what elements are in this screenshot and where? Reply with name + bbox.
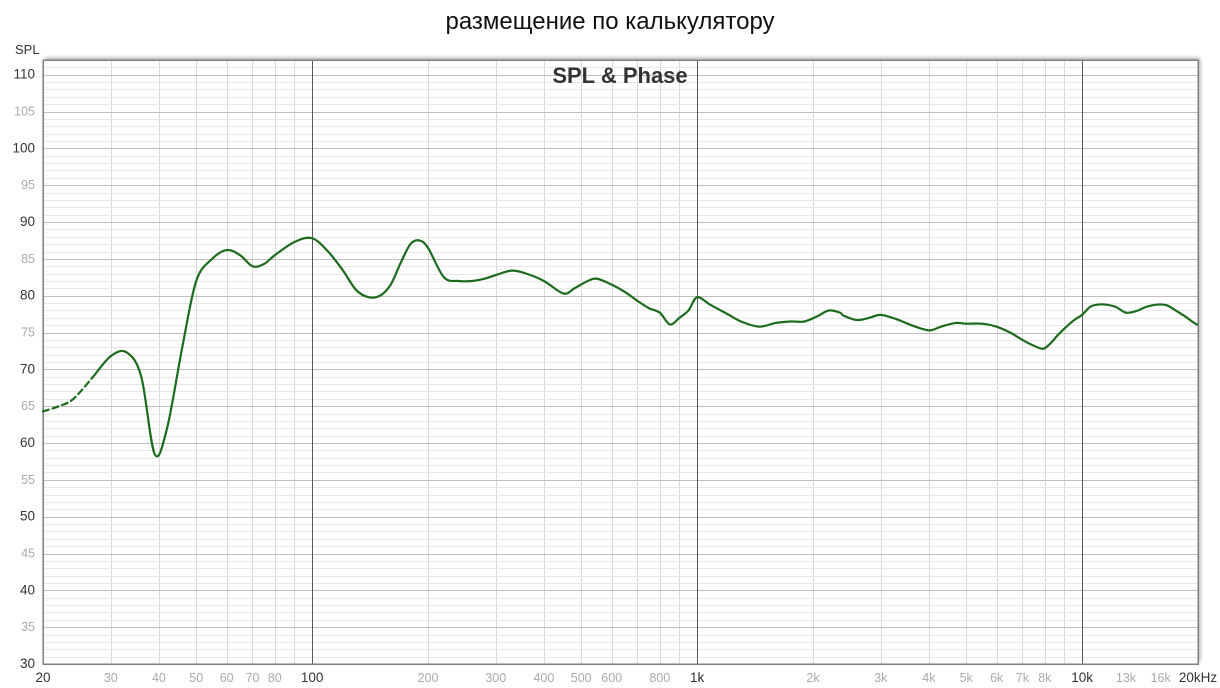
svg-text:800: 800	[649, 671, 670, 685]
svg-text:200: 200	[418, 671, 439, 685]
svg-text:55: 55	[21, 473, 35, 487]
svg-text:90: 90	[20, 214, 35, 229]
svg-text:16k: 16k	[1151, 671, 1172, 685]
svg-text:300: 300	[485, 671, 506, 685]
svg-text:45: 45	[21, 547, 35, 561]
svg-text:2k: 2k	[806, 671, 820, 685]
svg-text:10k: 10k	[1071, 670, 1093, 685]
svg-text:SPL & Phase: SPL & Phase	[552, 63, 687, 88]
svg-text:5k: 5k	[960, 671, 974, 685]
svg-text:80: 80	[20, 288, 35, 303]
svg-text:4k: 4k	[922, 671, 936, 685]
svg-text:8k: 8k	[1038, 671, 1052, 685]
svg-text:1k: 1k	[690, 670, 705, 685]
svg-text:600: 600	[601, 671, 622, 685]
svg-text:SPL: SPL	[15, 42, 40, 57]
svg-text:6k: 6k	[990, 671, 1004, 685]
svg-text:75: 75	[21, 326, 35, 340]
svg-text:100: 100	[301, 670, 324, 685]
svg-text:20: 20	[35, 670, 50, 685]
svg-text:70: 70	[246, 671, 260, 685]
svg-text:400: 400	[533, 671, 554, 685]
svg-text:30: 30	[104, 671, 118, 685]
svg-text:105: 105	[14, 105, 35, 119]
svg-text:20kHz: 20kHz	[1179, 670, 1218, 685]
svg-text:110: 110	[13, 67, 35, 82]
svg-text:13k: 13k	[1116, 671, 1137, 685]
svg-text:100: 100	[12, 140, 35, 155]
svg-text:50: 50	[189, 671, 203, 685]
svg-text:70: 70	[20, 361, 35, 376]
svg-text:60: 60	[220, 671, 234, 685]
svg-text:65: 65	[21, 399, 35, 413]
svg-text:85: 85	[21, 252, 35, 266]
svg-text:30: 30	[20, 656, 35, 671]
svg-text:7k: 7k	[1016, 671, 1030, 685]
svg-text:40: 40	[20, 582, 35, 597]
svg-text:40: 40	[152, 671, 166, 685]
svg-text:60: 60	[20, 435, 35, 450]
svg-text:50: 50	[20, 509, 35, 524]
svg-text:80: 80	[268, 671, 282, 685]
svg-text:35: 35	[21, 620, 35, 634]
svg-text:95: 95	[21, 178, 35, 192]
svg-text:500: 500	[571, 671, 592, 685]
svg-text:3k: 3k	[874, 671, 888, 685]
